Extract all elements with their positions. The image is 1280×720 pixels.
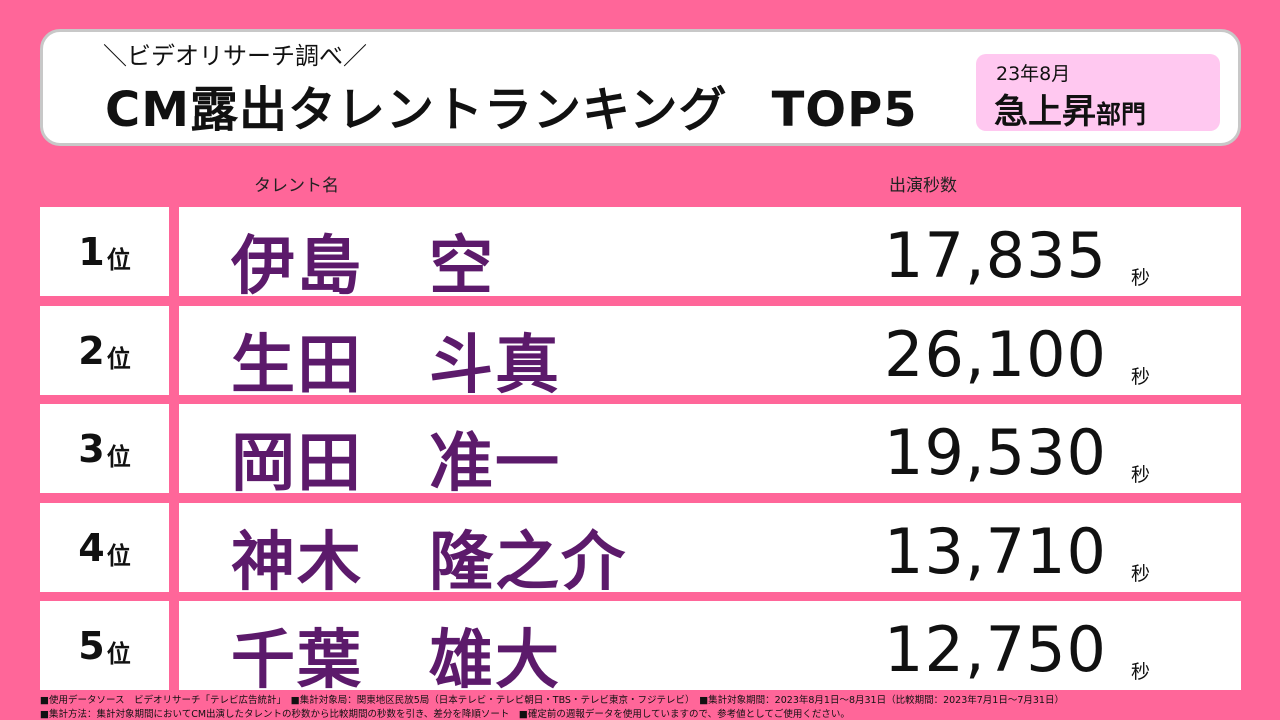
seconds-value: 26,100 (884, 318, 1107, 391)
seconds-unit: 秒 (1131, 267, 1151, 289)
seconds-unit: 秒 (1131, 464, 1151, 486)
subtitle: ＼ビデオリサーチ調べ／ (103, 42, 367, 70)
talent-name: 神木 隆之介 (231, 526, 627, 600)
rank-number: 2 (78, 328, 105, 373)
title-text: CM露出タレントランキング (105, 82, 728, 138)
table-row: 千葉 雄大 12,750 秒 (179, 601, 1241, 698)
title-suffix: TOP5 (771, 82, 918, 138)
rank-number: 4 (78, 525, 105, 570)
talent-name: 伊島 空 (231, 230, 495, 304)
seconds-unit: 秒 (1131, 563, 1151, 585)
badge-date: 23年8月 (996, 63, 1071, 85)
rank-number: 1 (78, 229, 105, 274)
category-badge: 23年8月 急上昇部門 (976, 54, 1220, 133)
table-row: 岡田 准一 19,530 秒 (179, 404, 1241, 501)
talent-name: 生田 斗真 (231, 329, 561, 403)
seconds-value: 17,835 (884, 219, 1107, 292)
rank-unit: 位 (106, 345, 131, 373)
rank-unit: 位 (106, 443, 131, 471)
seconds-value: 12,750 (884, 613, 1107, 686)
rank-number: 3 (78, 426, 105, 471)
column-header-name: タレント名 (254, 176, 339, 196)
footnote-line: ■使用データソース ビデオリサーチ「テレビ広告統計」 ■集計対象局：関東地区民放… (40, 695, 1064, 706)
column-header-seconds: 出演秒数 (889, 176, 957, 196)
badge-label: 急上昇部門 (994, 84, 1146, 133)
rank-unit: 位 (106, 640, 131, 668)
seconds-unit: 秒 (1131, 661, 1151, 683)
badge-label-main: 急上昇 (994, 92, 1096, 132)
badge-label-small: 部門 (1096, 100, 1147, 129)
rank-unit: 位 (106, 542, 131, 570)
rank-unit: 位 (106, 246, 131, 274)
seconds-value: 19,530 (884, 416, 1107, 489)
rank-number: 5 (78, 623, 105, 668)
header-panel: ＼ビデオリサーチ調べ／ CM露出タレントランキング TOP5 23年8月 急上昇部… (40, 29, 1241, 146)
table-row: 生田 斗真 26,100 秒 (179, 306, 1241, 403)
page-title: CM露出タレントランキング TOP5 (105, 70, 918, 140)
talent-name: 岡田 准一 (231, 427, 561, 501)
seconds-value: 13,710 (884, 515, 1107, 588)
table-row: 伊島 空 17,835 秒 (179, 207, 1241, 304)
talent-name: 千葉 雄大 (231, 624, 561, 698)
table-row: 神木 隆之介 13,710 秒 (179, 503, 1241, 600)
footnote-line: ■集計方法：集計対象期間においてCM出演したタレントの秒数から比較期間の秒数を引… (40, 709, 850, 720)
seconds-unit: 秒 (1131, 366, 1151, 388)
